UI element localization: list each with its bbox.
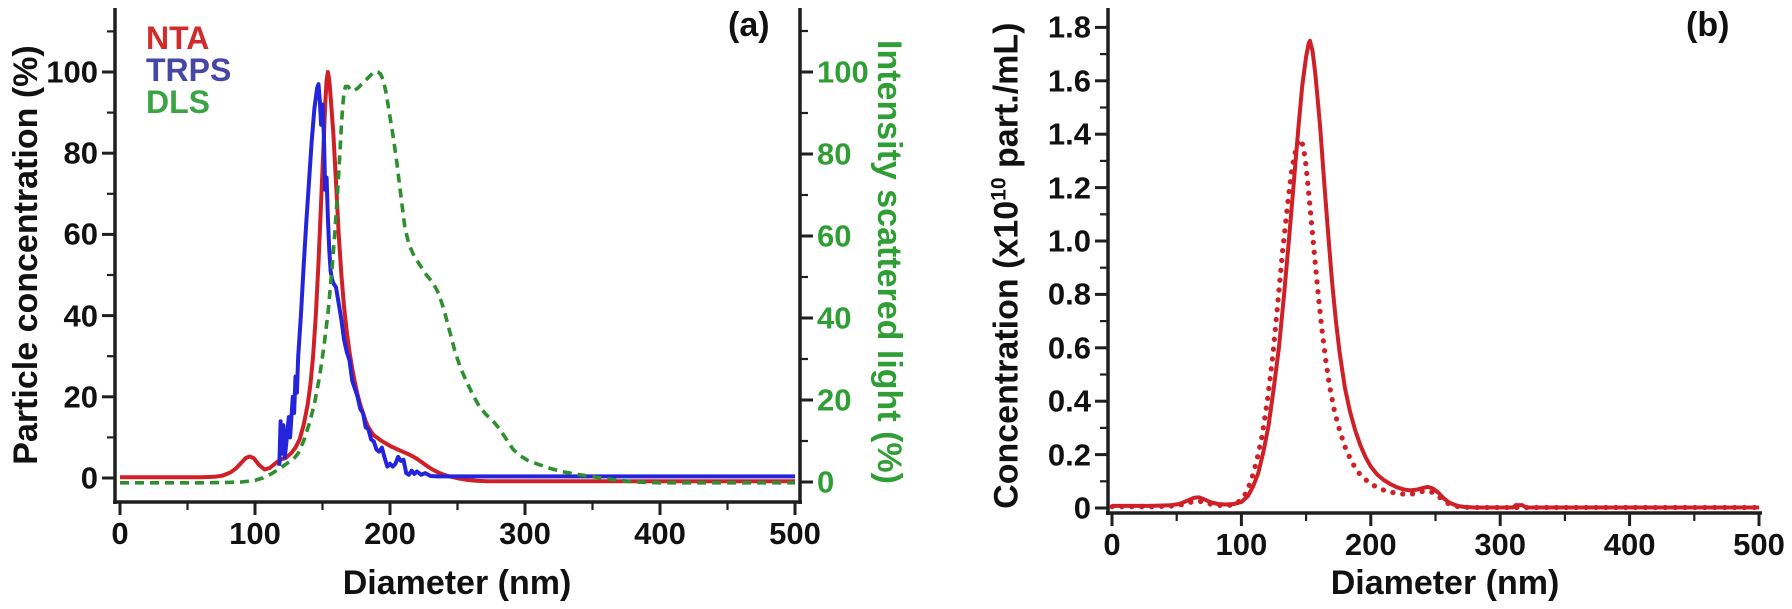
panel-b-y-axis-title: Concentration (x1010 part./mL) — [979, 0, 1026, 536]
series-nta — [120, 70, 795, 484]
panel-b-x-axis-title: Diameter (nm) — [1330, 564, 1560, 602]
panel-a-y-right-axis-title: Intensity scattered light (%) — [870, 40, 908, 484]
panel-b-y-title-superscript: 10 — [987, 177, 1011, 201]
legend-item-trps: TRPS — [146, 52, 232, 88]
series-nta-dotted — [1109, 136, 1762, 511]
panel-a-legend: NTA TRPS DLS — [146, 22, 231, 118]
panel-b-y-title-prefix: Concentration (x10 — [987, 200, 1026, 509]
panel-a-x-axis-title: Diameter (nm) — [342, 564, 572, 602]
series-trps — [277, 82, 795, 479]
panel-b-y-title-suffix: part./mL) — [987, 22, 1026, 178]
panel-a-y-left-axis-title: Particle concentration (%) — [7, 45, 45, 465]
series-dls — [120, 70, 795, 485]
legend-item-nta: NTA — [146, 20, 210, 56]
panel-b-letter: (b) — [1686, 6, 1730, 44]
legend-item-dls: DLS — [146, 84, 210, 120]
series-nta-solid — [1112, 38, 1759, 510]
panel-a-letter: (a) — [728, 6, 770, 44]
